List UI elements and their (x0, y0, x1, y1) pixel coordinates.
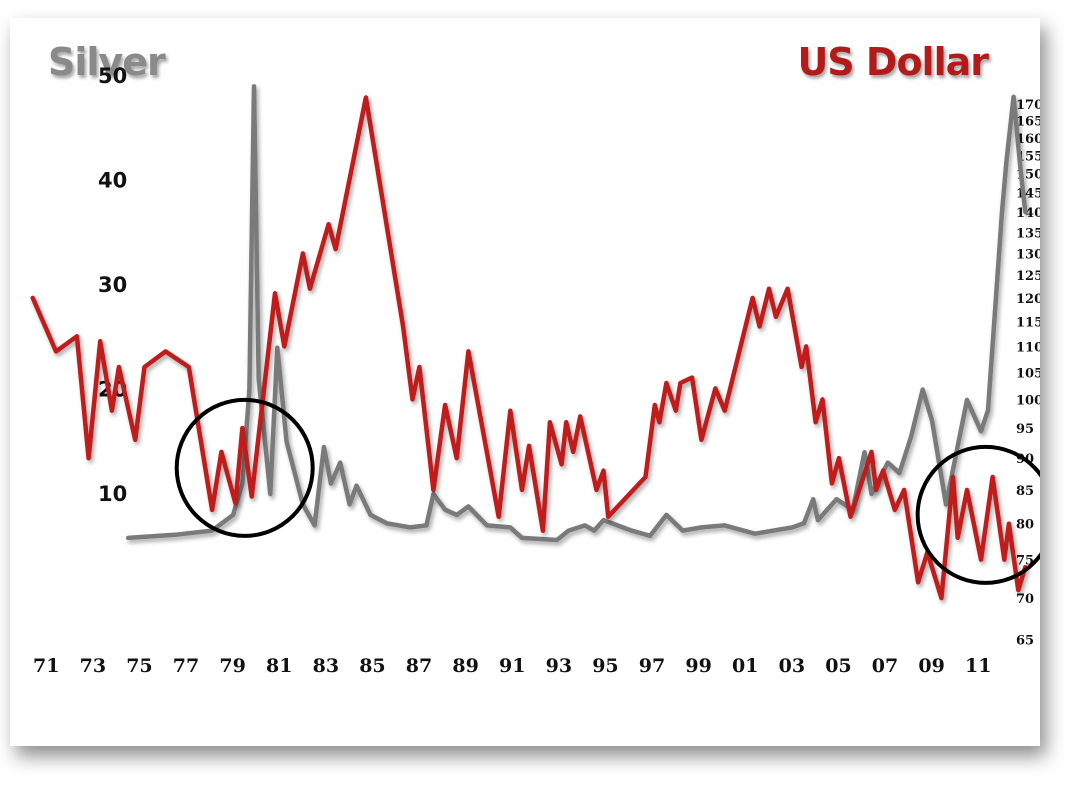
right-tick-label: 170 (1016, 98, 1040, 113)
x-tick-label: 83 (313, 655, 339, 677)
x-axis-ticks: 71 73 75 77 79 81 83 85 87 89 91 93 95 97 99 01 03 05 07 09… (33, 655, 991, 677)
left-tick-label: 30 (98, 273, 127, 297)
right-tick-label: 135 (1016, 226, 1040, 241)
x-tick-label: 11 (965, 655, 991, 677)
x-tick-label: 95 (592, 655, 618, 677)
x-tick-label: 09 (918, 655, 944, 677)
usd-title: US Dollar (797, 40, 989, 84)
right-tick-label: 160 (1016, 132, 1040, 147)
x-tick-label: 71 (33, 655, 59, 677)
x-tick-label: 81 (266, 655, 292, 677)
x-tick-label: 73 (80, 655, 106, 677)
silver-series-line (125, 84, 1028, 543)
x-tick-label: 79 (219, 655, 245, 677)
x-tick-label: 93 (546, 655, 572, 677)
highlight-circle (174, 397, 315, 538)
x-tick-label: 89 (452, 655, 478, 677)
x-tick-label: 03 (779, 655, 805, 677)
right-tick-label: 100 (1016, 393, 1040, 408)
x-tick-label: 05 (825, 655, 851, 677)
usd-series-line (30, 95, 1028, 601)
right-tick-label: 120 (1016, 292, 1040, 307)
x-tick-label: 07 (872, 655, 898, 677)
right-tick-label: 155 (1016, 149, 1040, 164)
silver-title: Silver (48, 40, 166, 84)
x-tick-label: 87 (406, 655, 432, 677)
right-tick-label: 70 (1016, 592, 1034, 607)
x-tick-label: 85 (359, 655, 385, 677)
right-tick-label: 165 (1016, 115, 1040, 130)
left-tick-label: 10 (98, 482, 127, 506)
right-tick-label: 140 (1016, 206, 1040, 221)
right-tick-label: 85 (1016, 484, 1034, 499)
x-tick-label: 97 (639, 655, 665, 677)
right-tick-label: 65 (1016, 633, 1034, 648)
x-tick-label: 77 (173, 655, 199, 677)
left-tick-label: 40 (98, 169, 127, 193)
chart-card: Silver US Dollar 10 20 30 40 50 65 70 75 80 85 90… (10, 18, 1040, 746)
left-tick-label: 50 (98, 64, 127, 88)
right-tick-label: 95 (1016, 422, 1034, 437)
x-tick-label: 99 (685, 655, 711, 677)
right-tick-label: 110 (1016, 340, 1040, 355)
series-layer (30, 84, 1028, 601)
right-tick-label: 80 (1016, 518, 1034, 533)
x-tick-label: 75 (126, 655, 152, 677)
x-tick-label: 91 (499, 655, 525, 677)
right-tick-label: 125 (1016, 269, 1040, 284)
x-tick-label: 01 (732, 655, 758, 677)
annotation-layer (174, 397, 1040, 585)
right-tick-label: 115 (1016, 316, 1040, 331)
highlight-circle (915, 444, 1040, 585)
right-tick-label: 130 (1016, 247, 1040, 262)
right-tick-label: 145 (1016, 187, 1040, 202)
right-tick-label: 105 (1016, 366, 1040, 381)
